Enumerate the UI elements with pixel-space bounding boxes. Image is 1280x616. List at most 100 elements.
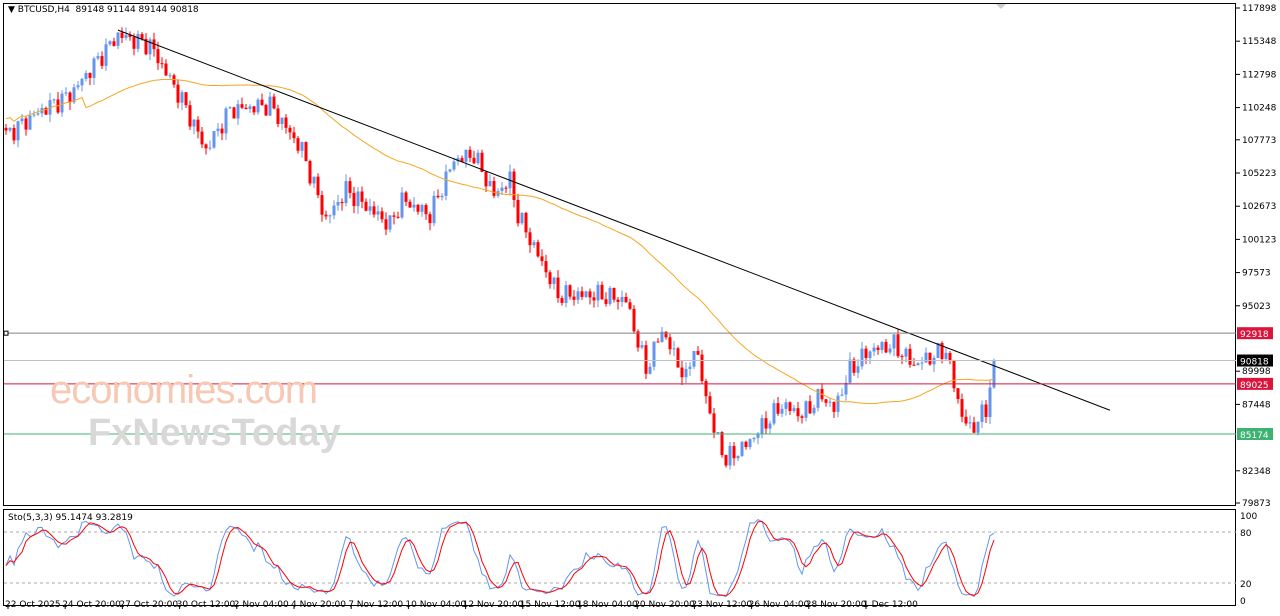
candle-body bbox=[8, 127, 12, 131]
candle-body bbox=[328, 215, 332, 217]
candle-body bbox=[884, 341, 888, 353]
candle-body bbox=[776, 403, 780, 414]
candle-body bbox=[416, 204, 420, 212]
candle-body bbox=[604, 299, 608, 304]
candle-body bbox=[272, 96, 276, 109]
y-tick-label: 117898 bbox=[1242, 4, 1277, 14]
candle-body bbox=[344, 181, 348, 204]
candle-body bbox=[536, 242, 540, 257]
candle-body bbox=[28, 115, 32, 130]
candle-body bbox=[788, 402, 792, 411]
candle-body bbox=[664, 331, 668, 338]
stoch-level-label: 0 bbox=[1240, 597, 1246, 607]
x-tick-label: 30 Oct 12:00 bbox=[177, 600, 236, 610]
candle-body bbox=[764, 418, 768, 429]
candle-body bbox=[384, 219, 388, 230]
candle-body bbox=[352, 192, 356, 207]
candle-body bbox=[100, 56, 104, 66]
candle-body bbox=[404, 192, 408, 202]
candle-body bbox=[640, 345, 644, 348]
candle-body bbox=[680, 367, 684, 378]
level-price-badge bbox=[1237, 327, 1273, 340]
candle-body bbox=[828, 401, 832, 403]
candle-body bbox=[320, 195, 324, 215]
level-price-label: 85174 bbox=[1240, 431, 1269, 441]
candle-body bbox=[268, 96, 272, 116]
candle-body bbox=[140, 34, 144, 39]
candle-body bbox=[908, 348, 912, 365]
candle-body bbox=[708, 396, 712, 414]
candle-body bbox=[308, 161, 312, 184]
candle-body bbox=[944, 352, 948, 359]
candle-body bbox=[192, 119, 196, 127]
candle-body bbox=[732, 445, 736, 459]
x-tick-label: 20 Nov 20:00 bbox=[634, 600, 695, 610]
candle-body bbox=[552, 277, 556, 285]
candle-body bbox=[400, 192, 404, 218]
x-tick-label: 22 Oct 2025 bbox=[5, 600, 61, 610]
candle-body bbox=[196, 119, 200, 132]
candle-body bbox=[864, 348, 868, 358]
symbol: BTCUSD,H4 bbox=[17, 5, 70, 15]
candle-body bbox=[832, 401, 836, 412]
dropdown-triangle-icon[interactable]: ▼ bbox=[8, 5, 15, 15]
candle-body bbox=[44, 107, 48, 115]
candle-body bbox=[684, 368, 688, 378]
candle-body bbox=[340, 201, 344, 204]
candle-body bbox=[392, 215, 396, 217]
candle-body bbox=[540, 256, 544, 262]
candle-body bbox=[900, 356, 904, 358]
candle-body bbox=[904, 348, 908, 357]
candle-body bbox=[696, 350, 700, 355]
candle-body bbox=[568, 285, 572, 297]
candle-body bbox=[564, 285, 568, 303]
candle-body bbox=[504, 187, 508, 189]
x-tick-label: 12 Nov 20:00 bbox=[463, 600, 524, 610]
candle-body bbox=[716, 432, 720, 434]
candle-body bbox=[804, 401, 808, 418]
candle-body bbox=[976, 421, 980, 433]
candle-body bbox=[80, 78, 84, 86]
y-tick-label: 95023 bbox=[1242, 302, 1271, 312]
candle-body bbox=[644, 345, 648, 374]
candle-body bbox=[608, 287, 612, 304]
candle-body bbox=[632, 308, 636, 332]
y-tick-label: 97573 bbox=[1242, 269, 1271, 279]
candle-body bbox=[836, 395, 840, 412]
candle-body bbox=[388, 215, 392, 230]
y-tick-label: 107773 bbox=[1242, 136, 1276, 146]
candle-body bbox=[624, 296, 628, 303]
candle-body bbox=[408, 201, 412, 208]
stoch-label: Sto(5,3,3) 95.1474 93.2819 bbox=[8, 513, 133, 523]
stoch-signal-line bbox=[5, 520, 995, 597]
candle-body bbox=[468, 149, 472, 158]
candle-body bbox=[148, 39, 152, 55]
candle-body bbox=[184, 92, 188, 106]
x-tick-label: 15 Nov 12:00 bbox=[520, 600, 581, 610]
candle-body bbox=[52, 99, 56, 101]
candle-body bbox=[380, 211, 384, 220]
candle-body bbox=[36, 113, 40, 115]
candle-body bbox=[256, 99, 260, 113]
candle-body bbox=[952, 360, 956, 389]
stoch-level-label: 100 bbox=[1240, 512, 1257, 522]
candle-body bbox=[940, 343, 944, 359]
x-tick-label: 10 Nov 04:00 bbox=[405, 600, 466, 610]
candle-body bbox=[528, 232, 532, 246]
candle-body bbox=[660, 331, 664, 342]
candle-body bbox=[852, 359, 856, 373]
candle-body bbox=[96, 56, 100, 59]
candle-body bbox=[988, 387, 992, 417]
candle-body bbox=[300, 142, 304, 151]
candle-body bbox=[276, 108, 280, 124]
candle-body bbox=[692, 350, 696, 367]
candle-body bbox=[720, 432, 724, 456]
candle-body bbox=[936, 343, 940, 358]
y-tick-label: 89998 bbox=[1242, 367, 1271, 377]
candle-body bbox=[132, 36, 136, 49]
candle-body bbox=[580, 291, 584, 297]
candle-body bbox=[368, 206, 372, 211]
candle-body bbox=[704, 381, 708, 397]
x-tick-label: 18 Nov 04:00 bbox=[577, 600, 638, 610]
